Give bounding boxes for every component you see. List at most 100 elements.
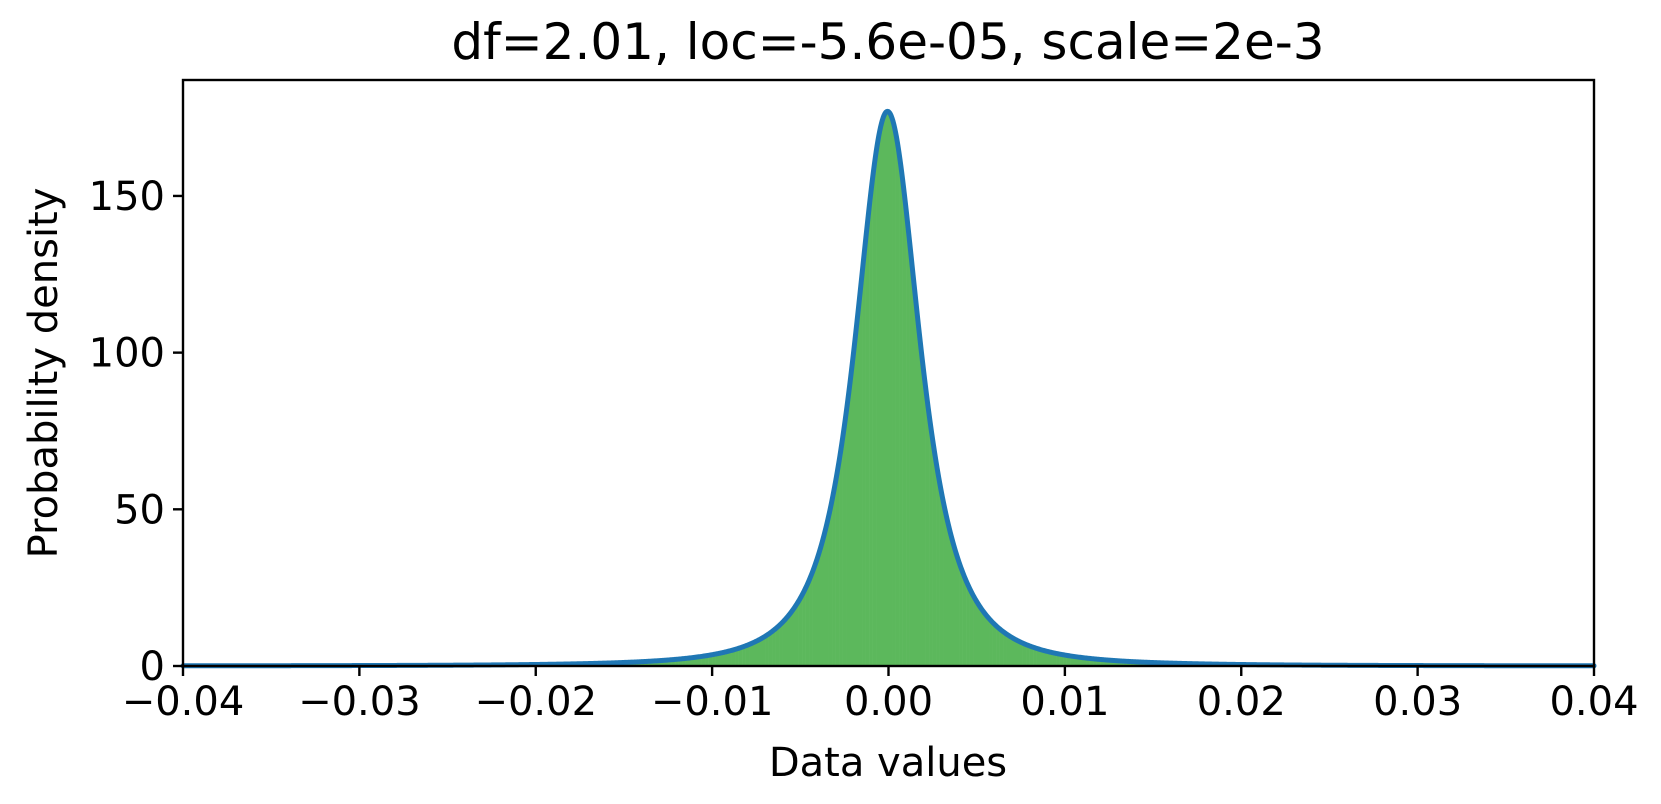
histogram-bar <box>1022 643 1025 666</box>
histogram-bar <box>1033 647 1036 666</box>
histogram-bar <box>784 619 787 666</box>
histogram-bar <box>948 528 951 666</box>
histogram-bar <box>816 558 819 666</box>
histogram-bar <box>793 608 796 666</box>
histogram-bar <box>768 633 771 666</box>
histogram-bar <box>1070 656 1073 666</box>
y-tick-label: 100 <box>89 331 165 377</box>
histogram-bar <box>770 632 773 666</box>
histogram-bar <box>1110 660 1113 666</box>
chart-title: df=2.01, loc=-5.6e-05, scale=2e-3 <box>451 13 1324 71</box>
histogram-bar <box>701 656 704 666</box>
histogram-bar <box>1087 658 1090 666</box>
histogram-bar <box>659 660 662 666</box>
histogram-bar <box>1098 659 1101 666</box>
x-tick-label: 0.01 <box>1020 679 1109 725</box>
histogram-bar <box>1043 650 1046 666</box>
histogram-bar <box>699 656 702 666</box>
histogram-bar <box>944 513 947 666</box>
histogram-bar <box>745 645 748 666</box>
histogram-bar <box>987 617 990 666</box>
histogram-bar <box>1091 658 1094 666</box>
histogram-bar <box>759 638 762 666</box>
histogram-bar <box>717 653 720 666</box>
histogram-bar <box>974 600 977 666</box>
histogram-bar <box>939 487 942 666</box>
histogram-bar <box>966 582 969 666</box>
histogram-bar <box>1010 637 1013 666</box>
histogram-bar <box>828 512 831 666</box>
histogram-bar <box>1119 660 1122 666</box>
histogram-bar <box>973 596 976 666</box>
histogram-bar <box>802 593 805 666</box>
histogram-bar <box>1054 653 1057 666</box>
histogram-bar <box>673 659 676 666</box>
histogram-bar <box>969 590 972 666</box>
histogram-bar <box>980 608 983 666</box>
histogram-bar <box>872 170 875 666</box>
histogram-bar <box>722 652 725 666</box>
histogram-bar <box>976 602 979 666</box>
histogram-bar <box>1045 651 1048 666</box>
histogram-bar <box>918 333 921 666</box>
histogram-bar <box>962 574 965 666</box>
histogram-bar <box>930 433 933 666</box>
histogram-bar <box>1003 632 1006 666</box>
histogram-bar <box>1112 660 1115 666</box>
histogram-bar <box>1034 648 1037 666</box>
histogram-bar <box>865 232 868 666</box>
histogram-bar <box>798 599 801 666</box>
histogram-bar <box>749 644 752 666</box>
histogram-bar <box>657 660 660 666</box>
histogram-bars <box>623 111 1156 667</box>
histogram-bar <box>1029 646 1032 666</box>
histogram-bar <box>752 642 755 666</box>
histogram-bar <box>1084 657 1087 666</box>
histogram-bar <box>728 651 731 666</box>
histogram-bar <box>743 646 746 666</box>
histogram-bar <box>750 643 753 666</box>
histogram-bar <box>708 655 711 666</box>
histogram-bar <box>830 504 833 666</box>
histogram-bar <box>757 639 761 666</box>
histogram-bar <box>823 534 826 666</box>
histogram-bar <box>1026 644 1029 666</box>
x-axis-ticks: −0.04 −0.03 −0.02 −0.01 0.00 0.01 0.02 0.03 0.04 <box>122 666 1639 725</box>
histogram-bar <box>713 654 716 666</box>
histogram-bar <box>892 120 895 667</box>
histogram-bar <box>904 201 907 667</box>
histogram-bar <box>706 655 709 666</box>
histogram-bar <box>997 628 1000 666</box>
histogram-bar <box>922 364 925 666</box>
histogram-bar <box>1004 633 1007 666</box>
histogram-bar <box>777 626 780 666</box>
histogram-bar <box>765 635 768 666</box>
histogram-bar <box>795 605 798 666</box>
histogram-bar <box>854 331 858 666</box>
histogram-bar <box>826 520 829 666</box>
histogram-bar <box>876 146 879 666</box>
histogram-bar <box>689 657 692 666</box>
histogram-bar <box>839 455 842 666</box>
histogram-bar <box>951 542 955 666</box>
histogram-bar <box>858 299 861 666</box>
histogram-bar <box>1101 659 1104 666</box>
histogram-bar <box>1075 656 1078 666</box>
histogram-bar <box>720 652 723 666</box>
histogram-bar <box>925 393 928 666</box>
histogram-bar <box>772 630 775 666</box>
histogram-bar <box>692 657 695 666</box>
histogram-bar <box>747 644 750 666</box>
histogram-bar <box>800 596 803 666</box>
histogram-bar <box>1015 639 1018 666</box>
histogram-bar <box>773 629 776 666</box>
histogram-bar <box>1059 654 1062 666</box>
histogram-bar <box>879 127 882 666</box>
histogram-bar <box>683 658 686 666</box>
histogram-bar <box>907 234 910 666</box>
histogram-bar <box>740 647 743 666</box>
histogram-bar <box>893 128 896 666</box>
histogram-bar <box>851 363 854 666</box>
histogram-bar <box>789 612 792 666</box>
